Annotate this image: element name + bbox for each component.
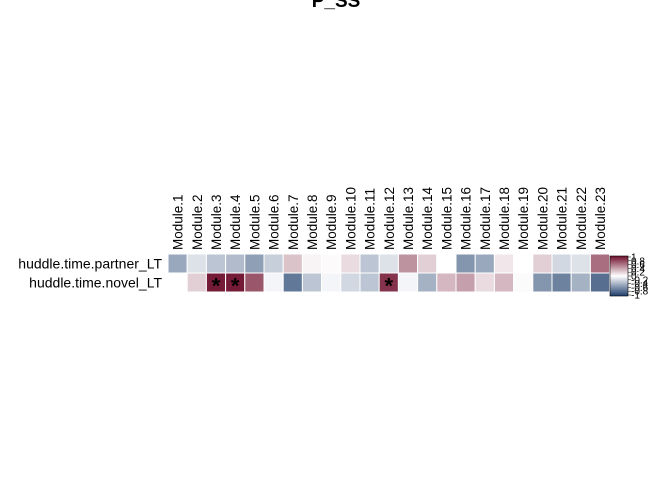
legend-tick-label: 0.6 bbox=[631, 260, 645, 271]
column-label: Module.11 bbox=[363, 188, 378, 250]
heatmap-cell bbox=[551, 272, 572, 293]
heatmap-cell bbox=[436, 272, 457, 293]
column-label: Module.6 bbox=[267, 194, 282, 250]
heatmap-cell bbox=[532, 253, 553, 274]
heatmap-cell bbox=[167, 272, 188, 293]
heatmap-cell bbox=[532, 272, 553, 293]
heatmap-cell bbox=[417, 253, 438, 274]
heatmap-cell bbox=[321, 253, 342, 274]
column-label: Module.14 bbox=[420, 186, 435, 250]
heatmap-cell bbox=[493, 272, 515, 293]
column-label: Module.16 bbox=[459, 187, 474, 250]
row-label: huddle.time.partner_LT bbox=[18, 256, 162, 272]
significance-marker: * bbox=[231, 274, 240, 299]
legend-tick-label: 0.2 bbox=[631, 268, 645, 279]
heatmap-cell bbox=[263, 272, 284, 293]
heatmap-cell bbox=[570, 253, 591, 274]
column-label: Module.8 bbox=[305, 194, 320, 250]
column-label: Module.1 bbox=[171, 194, 186, 250]
column-label: Module.5 bbox=[247, 194, 262, 250]
column-label: Module.2 bbox=[190, 194, 205, 250]
heatmap-cell bbox=[397, 253, 419, 274]
heatmap-cell bbox=[378, 253, 399, 274]
heatmap-cell bbox=[301, 272, 323, 293]
heatmap-cell bbox=[205, 253, 227, 274]
heatmap-cell bbox=[244, 253, 265, 274]
legend-tick-label: -0.6 bbox=[631, 283, 649, 294]
heatmap-cell bbox=[455, 272, 476, 293]
heatmap-cell bbox=[225, 253, 246, 274]
significance-marker: * bbox=[385, 274, 394, 299]
column-label: Module.7 bbox=[286, 194, 301, 250]
column-label: Module.19 bbox=[516, 187, 531, 250]
heatmap-cell bbox=[513, 253, 534, 274]
legend-tick-label: -0.8 bbox=[631, 287, 649, 298]
column-label: Module.3 bbox=[209, 194, 224, 250]
heatmap-cell bbox=[570, 272, 591, 293]
column-label: Module.12 bbox=[382, 187, 397, 250]
heatmap-cell bbox=[186, 272, 207, 293]
heatmap-cell bbox=[167, 253, 188, 274]
legend-tick-label: -0.2 bbox=[631, 275, 649, 286]
heatmap-cell bbox=[513, 272, 534, 293]
legend-tick-label: -1 bbox=[631, 291, 640, 302]
column-label: Module.9 bbox=[324, 194, 339, 250]
heatmap-cell bbox=[359, 272, 380, 293]
heatmap-cell bbox=[455, 253, 476, 274]
legend-tick-label: 0.8 bbox=[631, 256, 645, 267]
heatmap-cell bbox=[282, 272, 303, 293]
heatmap-cell bbox=[301, 253, 323, 274]
heatmap-cell bbox=[359, 253, 380, 274]
legend-tick-label: 1 bbox=[631, 253, 637, 264]
heatmap-cell bbox=[397, 272, 419, 293]
legend-tick-label: 0.4 bbox=[631, 264, 645, 275]
legend-tick-label: -0.4 bbox=[631, 279, 649, 290]
heatmap-cell bbox=[436, 253, 457, 274]
chart-title: P_SS bbox=[311, 0, 361, 12]
heatmap-cell bbox=[417, 272, 438, 293]
heatmap-cell bbox=[340, 272, 361, 293]
row-label: huddle.time.novel_LT bbox=[29, 275, 162, 291]
column-label: Module.23 bbox=[593, 187, 608, 250]
heatmap-cell bbox=[263, 253, 284, 274]
significance-marker: * bbox=[212, 274, 221, 299]
heatmap-cell bbox=[244, 272, 265, 293]
column-label: Module.18 bbox=[497, 187, 512, 250]
heatmap-cell bbox=[282, 253, 303, 274]
heatmap-cell bbox=[474, 272, 495, 293]
column-label: Module.15 bbox=[439, 187, 454, 250]
legend-tick-label: 0 bbox=[631, 272, 637, 283]
column-label: Module.21 bbox=[555, 187, 570, 250]
heatmap-cell bbox=[551, 253, 572, 274]
heatmap-cell bbox=[589, 253, 611, 274]
legend-colorbar bbox=[609, 255, 629, 297]
heatmap-cell bbox=[340, 253, 361, 274]
column-label: Module.20 bbox=[535, 187, 550, 250]
heatmap-cell bbox=[474, 253, 495, 274]
column-label: Module.4 bbox=[228, 194, 243, 250]
column-label: Module.22 bbox=[574, 187, 589, 250]
heatmap-cell bbox=[321, 272, 342, 293]
heatmap-cell bbox=[493, 253, 515, 274]
column-label: Module.10 bbox=[343, 187, 358, 250]
column-label: Module.13 bbox=[401, 187, 416, 250]
heatmap-cell bbox=[589, 272, 611, 293]
heatmap-cell bbox=[186, 253, 207, 274]
column-label: Module.17 bbox=[478, 187, 493, 250]
